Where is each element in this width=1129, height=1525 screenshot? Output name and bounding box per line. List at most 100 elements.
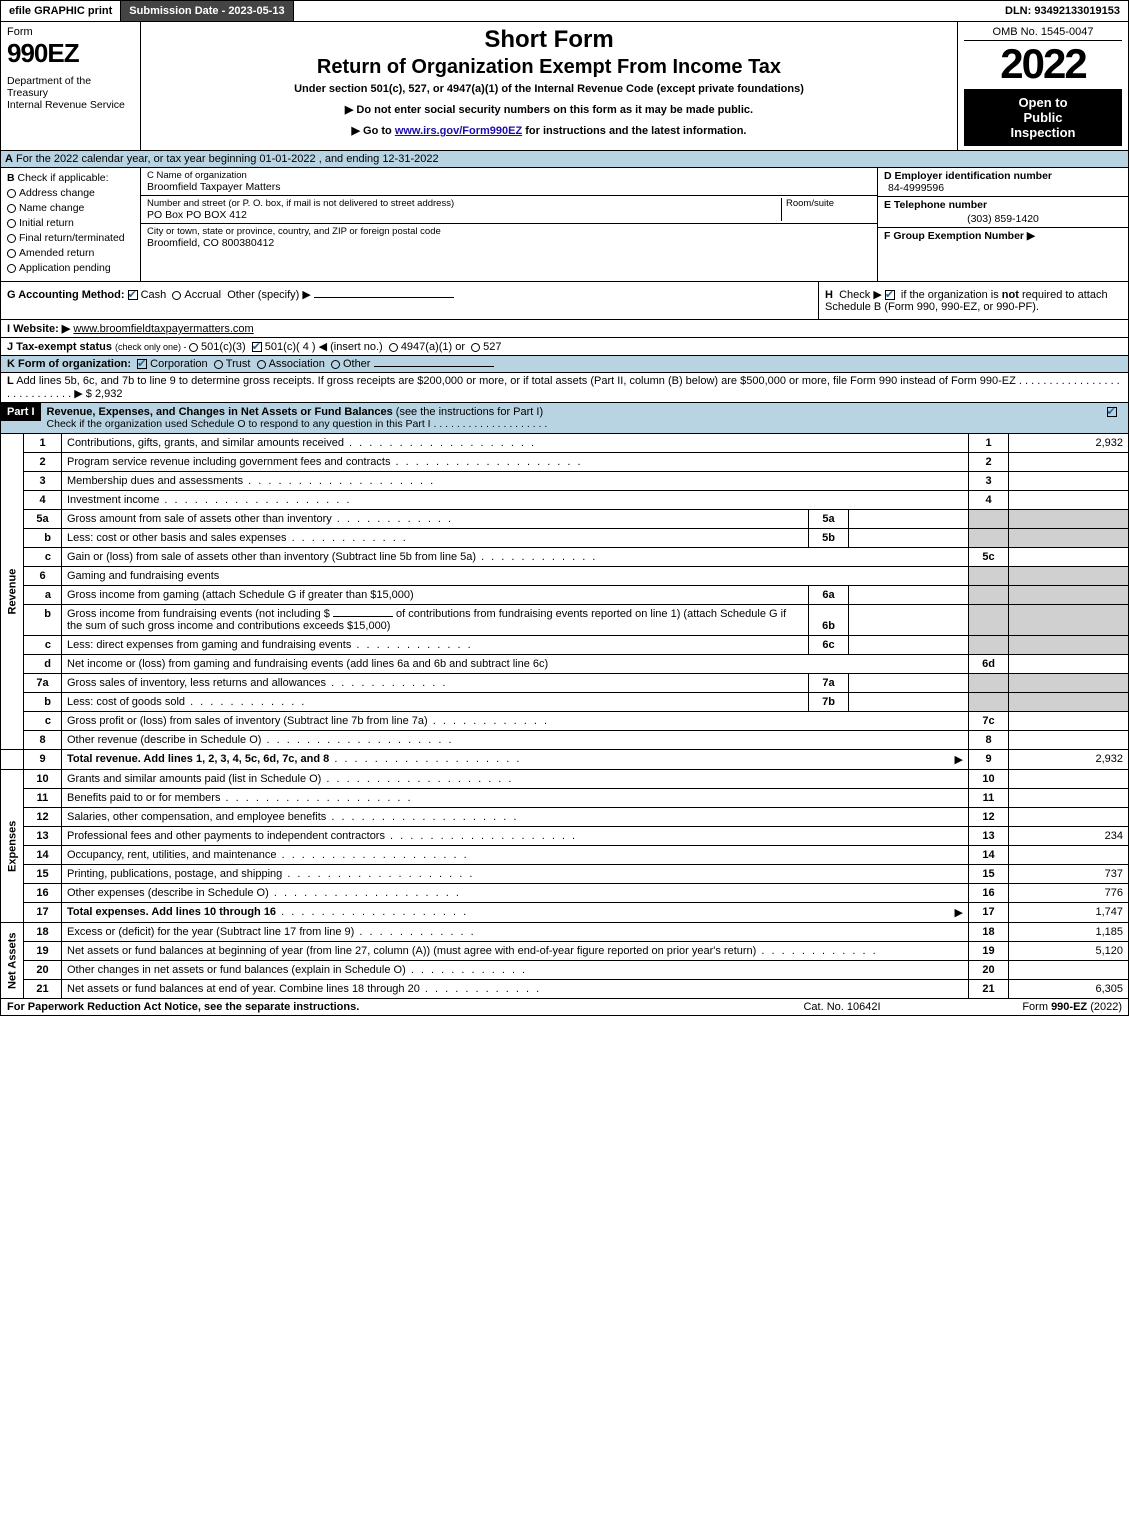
line-a-prefix: A <box>5 153 13 165</box>
l-gross-receipts-row: L Add lines 5b, 6c, and 7b to line 9 to … <box>0 373 1129 403</box>
j-tax-exempt-row: J Tax-exempt status (check only one) - 5… <box>0 338 1129 356</box>
efile-print-label[interactable]: efile GRAPHIC print <box>1 1 121 21</box>
line-a-text: For the 2022 calendar year, or tax year … <box>13 153 439 165</box>
chk-accrual[interactable] <box>172 291 181 300</box>
table-row: 15 Printing, publications, postage, and … <box>1 865 1129 884</box>
other-org-line[interactable] <box>374 366 494 367</box>
table-row: 14 Occupancy, rent, utilities, and maint… <box>1 846 1129 865</box>
c-name-block: C Name of organization Broomfield Taxpay… <box>141 168 877 196</box>
gh-row: G Accounting Method: Cash Accrual Other … <box>0 282 1129 320</box>
column-def: D Employer identification number 84-4999… <box>878 168 1128 281</box>
part-i-title: Revenue, Expenses, and Changes in Net As… <box>47 406 393 418</box>
topbar-spacer <box>294 1 997 21</box>
l-label: L <box>7 375 14 387</box>
goto-post: for instructions and the latest informat… <box>522 125 746 137</box>
top-bar: efile GRAPHIC print Submission Date - 20… <box>0 0 1129 22</box>
header-left: Form 990EZ Department of the Treasury In… <box>1 22 141 150</box>
open-to-public-box: Open to Public Inspection <box>964 89 1122 146</box>
chk-527[interactable] <box>471 343 480 352</box>
revenue-vlabel: Revenue <box>1 434 24 750</box>
chk-schedule-o-part-i[interactable] <box>1107 407 1117 417</box>
table-row: d Net income or (loss) from gaming and f… <box>1 655 1129 674</box>
omb-number: OMB No. 1545-0047 <box>964 26 1122 41</box>
d-block: D Employer identification number 84-4999… <box>878 168 1128 197</box>
chk-schedule-b[interactable] <box>885 290 895 300</box>
form-number: 990EZ <box>7 38 134 69</box>
website-link[interactable]: www.broomfieldtaxpayermatters.com <box>73 323 253 335</box>
l-text: Add lines 5b, 6c, and 7b to line 9 to de… <box>7 375 1120 400</box>
line-6b-amount[interactable] <box>333 616 393 617</box>
table-row: 12 Salaries, other compensation, and emp… <box>1 808 1129 827</box>
table-row: c Gain or (loss) from sale of assets oth… <box>1 548 1129 567</box>
k-form-of-org-row: K Form of organization: Corporation Trus… <box>0 356 1129 373</box>
h-schedule-b: H Check ▶ if the organization is not req… <box>818 282 1128 319</box>
chk-association[interactable] <box>257 360 266 369</box>
j-fine: (check only one) - <box>115 342 189 352</box>
page-footer: For Paperwork Reduction Act Notice, see … <box>0 999 1129 1016</box>
chk-application-pending[interactable]: Application pending <box>7 262 134 274</box>
b-check-if: Check if applicable: <box>18 172 109 184</box>
netassets-vlabel: Net Assets <box>1 923 24 999</box>
footer-center: Cat. No. 10642I <box>742 1001 942 1013</box>
table-row: 21 Net assets or fund balances at end of… <box>1 980 1129 999</box>
chk-501c3[interactable] <box>189 343 198 352</box>
open-line1: Open to <box>966 95 1120 110</box>
b-label: B <box>7 172 15 184</box>
part-i-sub: Check if the organization used Schedule … <box>47 418 548 430</box>
header-right: OMB No. 1545-0047 2022 Open to Public In… <box>958 22 1128 150</box>
column-b: B Check if applicable: Address change Na… <box>1 168 141 281</box>
l-value: 2,932 <box>95 388 123 400</box>
j-label: J Tax-exempt status <box>7 341 112 353</box>
open-line2: Public <box>966 110 1120 125</box>
submission-date: Submission Date - 2023-05-13 <box>121 1 293 21</box>
short-form-title: Short Form <box>149 26 949 54</box>
chk-address-change[interactable]: Address change <box>7 187 134 199</box>
footer-left: For Paperwork Reduction Act Notice, see … <box>7 1001 742 1013</box>
table-row: 19 Net assets or fund balances at beginn… <box>1 942 1129 961</box>
table-row: b Less: cost of goods sold 7b <box>1 693 1129 712</box>
chk-501c[interactable] <box>252 342 262 352</box>
table-row: 16 Other expenses (describe in Schedule … <box>1 884 1129 903</box>
table-row: b Less: cost or other basis and sales ex… <box>1 529 1129 548</box>
goto-pre: ▶ Go to <box>352 125 395 137</box>
d-label: D Employer identification number <box>884 170 1122 182</box>
e-block: E Telephone number (303) 859-1420 <box>878 197 1128 228</box>
other-specify-line[interactable] <box>314 297 454 298</box>
table-row: 8 Other revenue (describe in Schedule O)… <box>1 731 1129 750</box>
form-label: Form <box>7 26 134 38</box>
table-row: 20 Other changes in net assets or fund b… <box>1 961 1129 980</box>
chk-trust[interactable] <box>214 360 223 369</box>
ein-value: 84-4999596 <box>888 182 1122 194</box>
i-label: I Website: ▶ <box>7 323 70 335</box>
c-city-block: City or town, state or province, country… <box>141 224 877 251</box>
chk-name-change[interactable]: Name change <box>7 202 134 214</box>
table-row: Expenses 10 Grants and similar amounts p… <box>1 770 1129 789</box>
chk-amended-return[interactable]: Amended return <box>7 247 134 259</box>
chk-cash[interactable] <box>128 290 138 300</box>
irs-link[interactable]: www.irs.gov/Form990EZ <box>395 125 522 137</box>
return-title: Return of Organization Exempt From Incom… <box>149 56 949 79</box>
chk-other-org[interactable] <box>331 360 340 369</box>
chk-final-return[interactable]: Final return/terminated <box>7 232 134 244</box>
f-label: F Group Exemption Number ▶ <box>884 230 1035 242</box>
chk-4947a1[interactable] <box>389 343 398 352</box>
table-row: 7a Gross sales of inventory, less return… <box>1 674 1129 693</box>
e-label: E Telephone number <box>884 199 1122 211</box>
line-a: A For the 2022 calendar year, or tax yea… <box>0 151 1129 168</box>
h-label: H <box>825 289 833 301</box>
goto-instruction: ▶ Go to www.irs.gov/Form990EZ for instru… <box>149 124 949 137</box>
footer-right: Form 990-EZ (2022) <box>942 1001 1122 1013</box>
chk-initial-return[interactable]: Initial return <box>7 217 134 229</box>
table-row: 9 Total revenue. Add lines 1, 2, 3, 4, 5… <box>1 750 1129 770</box>
table-row: 11 Benefits paid to or for members 11 <box>1 789 1129 808</box>
part-i-paren: (see the instructions for Part I) <box>396 406 543 418</box>
chk-corporation[interactable] <box>137 359 147 369</box>
c-city-label: City or town, state or province, country… <box>147 226 871 237</box>
table-row: 2 Program service revenue including gove… <box>1 453 1129 472</box>
header-center: Short Form Return of Organization Exempt… <box>141 22 958 150</box>
g-accounting: G Accounting Method: Cash Accrual Other … <box>1 282 818 319</box>
table-row: 4 Investment income 4 <box>1 491 1129 510</box>
part-i-label: Part I <box>1 403 41 421</box>
c-name-label: C Name of organization <box>147 170 871 181</box>
under-section: Under section 501(c), 527, or 4947(a)(1)… <box>149 83 949 95</box>
